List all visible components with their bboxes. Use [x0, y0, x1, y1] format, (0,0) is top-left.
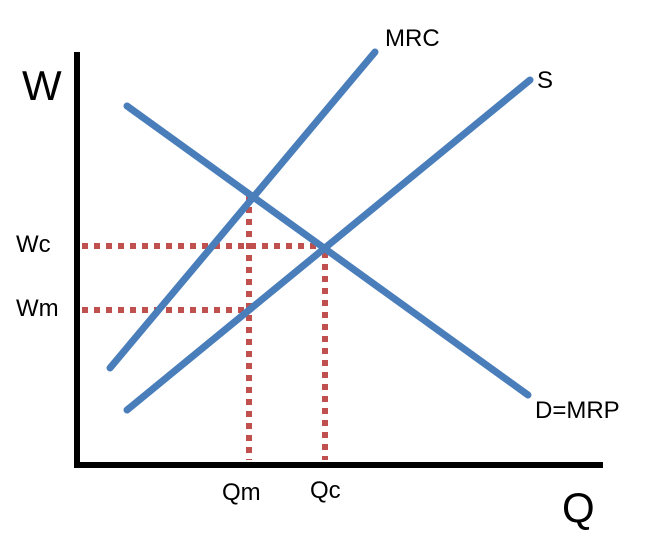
qm-label: Qm: [222, 479, 261, 506]
demand-label: D=MRP: [535, 397, 620, 424]
wc-label-sub: c: [39, 231, 51, 258]
wc-label-main: W: [16, 231, 39, 258]
wm-label-sub: m: [39, 295, 59, 322]
mrc-label: MRC: [385, 25, 440, 52]
mrc-curve: [106, 48, 379, 372]
qc-label: Qc: [310, 477, 341, 504]
supply-curve: [123, 76, 534, 414]
wc-label: Wc: [16, 231, 51, 258]
demand-mrp-curve: [123, 102, 532, 399]
supply-label: S: [537, 67, 553, 94]
y-axis-label: W: [22, 62, 62, 109]
wm-label-main: W: [16, 295, 39, 322]
x-axis-label: Q: [562, 484, 595, 531]
wm-label: Wm: [16, 295, 59, 322]
